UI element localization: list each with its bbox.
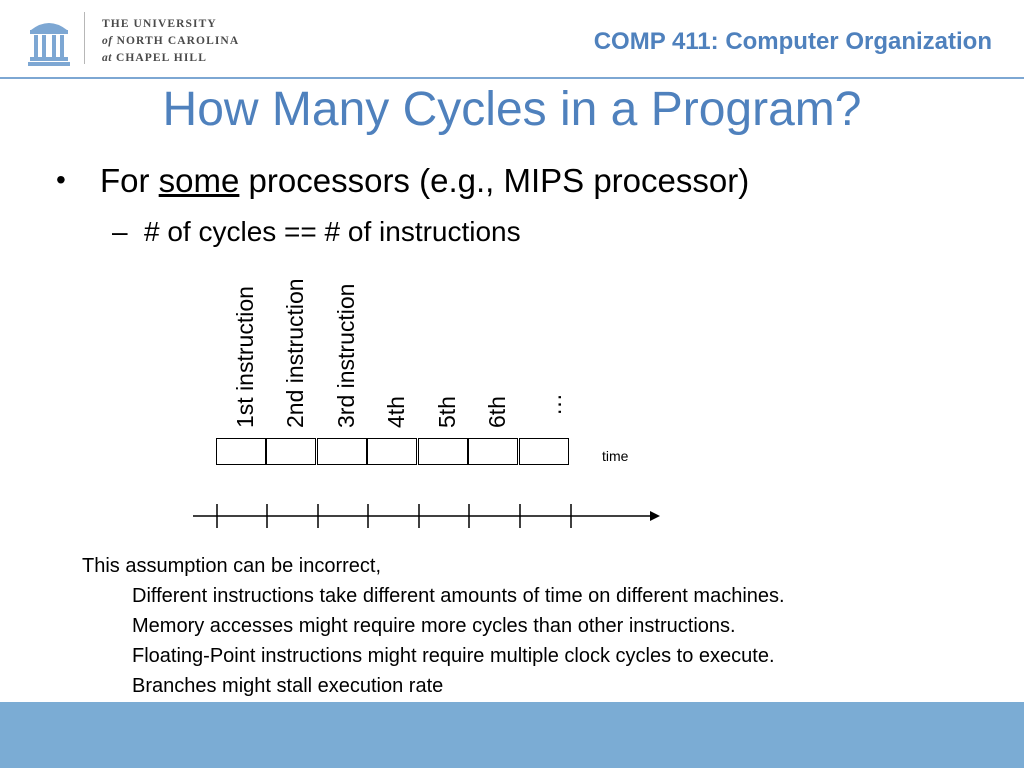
cycle-cell <box>266 438 316 465</box>
cycle-cell <box>418 438 468 465</box>
course-title: COMP 411: Computer Organization <box>593 28 992 55</box>
instruction-label-ellipsis: … <box>540 393 566 416</box>
instruction-label: 5th <box>434 396 460 428</box>
cycle-cell <box>367 438 417 465</box>
bullet-dot: • <box>56 164 66 195</box>
footer-bar <box>0 702 1024 768</box>
slide-title: How Many Cycles in a Program? <box>162 83 862 136</box>
logo-divider <box>84 12 85 64</box>
instruction-label: 1st instruction <box>232 286 258 428</box>
instruction-label: 3rd instruction <box>333 283 359 428</box>
cycle-cell <box>317 438 367 465</box>
cycle-cell <box>468 438 518 465</box>
cycle-cell <box>216 438 266 465</box>
university-name-line2: of NORTH CAROLINA <box>102 35 240 47</box>
assumption-note: This assumption can be incorrect, Differ… <box>82 551 785 701</box>
instruction-label: 4th <box>383 396 409 428</box>
university-name-line3: at CHAPEL HILL <box>102 52 207 64</box>
note-line: Floating-Point instructions might requir… <box>132 645 775 667</box>
timeline-axis <box>193 504 660 528</box>
note-lead: This assumption can be incorrect, <box>82 555 382 577</box>
emphasis-some: some <box>158 162 240 199</box>
time-label: time <box>602 448 629 464</box>
university-name-line1: THE UNIVERSITY <box>102 18 217 30</box>
note-line: Memory accesses might require more cycle… <box>132 615 736 637</box>
slide-header: THE UNIVERSITY of NORTH CAROLINA at CHAP… <box>0 0 1024 79</box>
note-line: Branches might stall execution rate <box>132 675 444 697</box>
header-rule <box>0 77 1024 79</box>
cycle-cell <box>519 438 569 465</box>
bullet-level1-text: For some processors (e.g., MIPS processo… <box>100 162 750 199</box>
bullet-level2-text: # of cycles == # of instructions <box>144 216 521 247</box>
note-line: Different instructions take different am… <box>132 585 785 607</box>
instruction-label: 2nd instruction <box>282 278 308 428</box>
instruction-label: 6th <box>484 396 510 428</box>
bullet-dash: – <box>112 216 128 247</box>
old-well-icon <box>28 23 70 66</box>
